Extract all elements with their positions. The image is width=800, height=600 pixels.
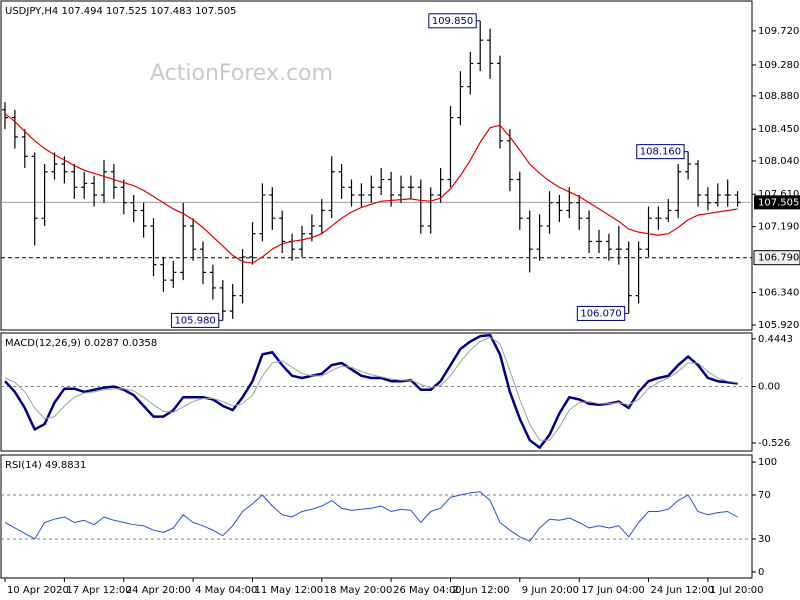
y-tick-label: 109.280 [758,60,799,71]
indicator-line [4,336,738,441]
y-tick-label: 108.040 [758,156,799,167]
annotation-label: 105.980 [174,315,215,326]
y-tick-label: 0.00 [758,382,780,393]
x-tick-label: 1 Jul 20:00 [710,585,764,596]
panel-title: MACD(12,26,9) 0.0287 0.0358 [5,338,157,349]
annotation-label: 108.160 [640,147,681,158]
y-tick-label: -0.526 [758,438,790,449]
last-price-box [754,195,800,210]
x-tick-label: 9 Jun 20:00 [522,585,579,596]
moving-average [4,113,738,264]
price-label-box [753,250,800,266]
indicator-line [4,491,738,542]
y-tick-label: 100 [758,457,777,468]
annotation-label: 109.850 [432,16,473,27]
panel-title: USDJPY,H4 107.494 107.525 107.483 107.50… [5,6,236,17]
y-tick-label: 108.880 [758,91,799,102]
x-tick-label: 11 May 12:00 [255,585,324,596]
last-price-label: 107.505 [758,197,799,208]
y-tick-label: 70 [758,490,771,501]
y-tick-label: 107.610 [758,189,799,200]
indicator-line [4,333,738,449]
x-tick-label: 17 Jun 04:00 [581,585,645,596]
annotation-label: 106.070 [580,308,621,319]
price-label: 106.790 [758,253,799,264]
y-tick-label: 107.190 [758,222,799,233]
y-tick-label: 105.920 [758,320,799,331]
price-annotation: 109.850 [428,13,481,29]
panel-frame [0,454,753,579]
price-annotation: 108.160 [636,144,689,160]
y-tick-label: 0.4443 [758,334,793,345]
price-annotation: 105.980 [170,312,223,328]
x-tick-label: 10 Apr 2020 [7,585,69,596]
y-tick-label: 106.340 [758,288,799,299]
x-tick-label: 26 May 04:00 [393,585,462,596]
y-tick-label: 30 [758,534,771,545]
watermark: ActionForex.com [150,61,333,86]
x-tick-label: 2 Jun 12:00 [453,585,510,596]
y-tick-label: 0 [758,567,764,578]
x-tick-label: 17 Apr 12:00 [66,585,131,596]
y-tick-label: 109.720 [758,26,799,37]
x-tick-label: 18 May 20:00 [324,585,393,596]
panel-frame [0,332,753,452]
x-tick-label: 24 Jun 12:00 [651,585,715,596]
panel-frame [0,0,753,331]
x-tick-label: 4 May 04:00 [195,585,257,596]
y-tick-label: 108.450 [758,124,799,135]
panel-title: RSI(14) 49.8831 [5,460,86,471]
x-tick-label: 24 Apr 20:00 [126,585,191,596]
price-annotation: 106.070 [576,305,629,321]
